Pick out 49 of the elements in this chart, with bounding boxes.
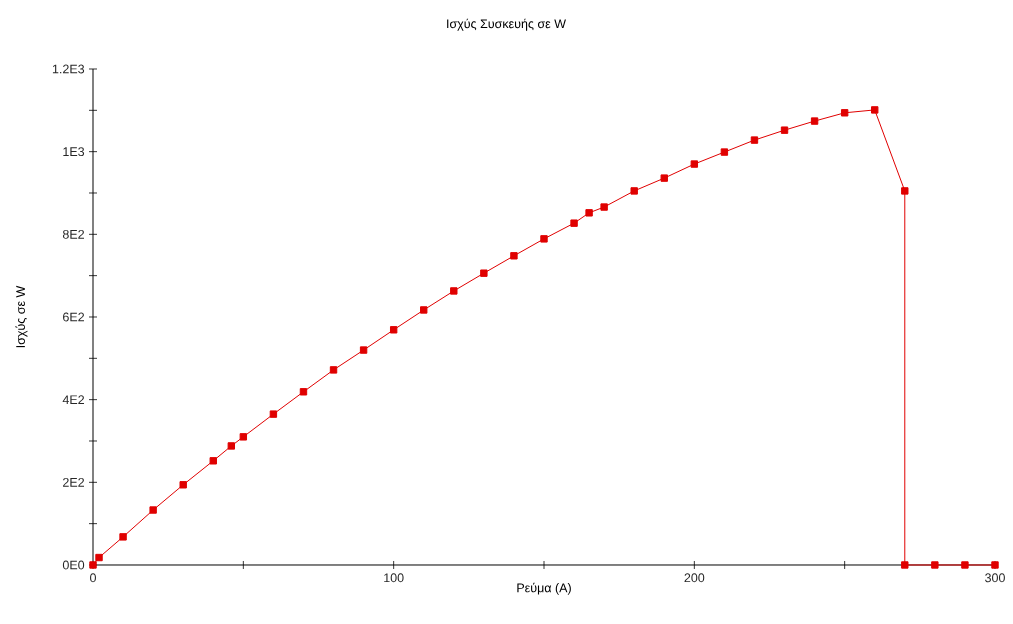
chart-title: Ισχύς Συσκευής σε W [447,18,566,31]
x-axis-title: Ρεύμα (A) [517,582,571,595]
point [389,326,398,334]
point [901,561,909,569]
point [510,252,518,260]
x-tick-label: 100 [384,573,404,583]
point [630,187,638,195]
point [329,366,338,374]
point [359,346,368,354]
point [269,410,278,418]
point [227,442,236,450]
point [540,235,548,243]
point [901,187,909,195]
point [690,160,699,168]
y-tick-label: 4E2 [62,395,85,405]
point [149,506,157,514]
y-axis-title: Ισχύς σε W [15,285,28,348]
point [931,561,939,569]
point [840,109,849,117]
point [600,203,608,211]
x-tick-label: 0 [90,573,96,583]
point [585,209,593,217]
y-tick-label: 0E0 [62,560,85,570]
y-tick-label: 6E2 [63,312,85,322]
point [450,287,458,295]
x-tick-label: 200 [684,573,705,583]
x-tick-label: 300 [985,573,1005,583]
point [89,561,97,569]
point [991,561,999,569]
point [95,553,103,562]
y-tick-label: 8E2 [62,229,85,239]
point [239,433,248,441]
point [750,136,759,144]
point [299,388,308,396]
point [660,174,668,182]
y-tick-label: 2E2 [63,477,85,487]
point [480,269,488,277]
point [961,561,969,569]
point [780,126,789,134]
point [420,306,428,314]
y-tick-label: 1.2E3 [52,64,85,74]
point [570,219,578,227]
point [179,481,187,489]
point [119,533,127,541]
y-tick-label: 1E3 [63,147,85,157]
point [209,457,217,465]
point [810,117,819,125]
point [720,148,729,156]
point [871,106,879,114]
